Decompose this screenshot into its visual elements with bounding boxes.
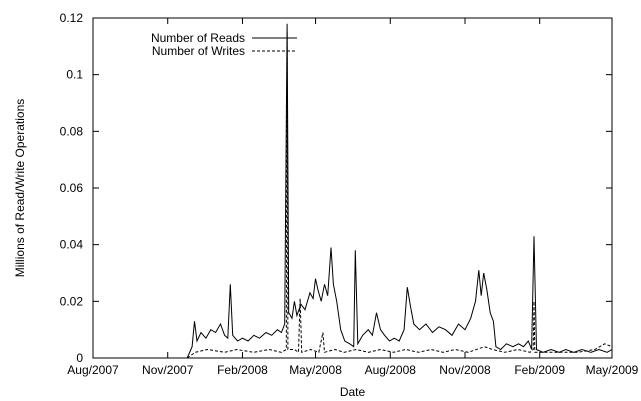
plot-frame (92, 17, 613, 359)
legend-label-reads: Number of Reads (151, 31, 245, 45)
x-tick-label: Aug/2008 (365, 363, 417, 377)
y-tick-label: 0 (76, 351, 83, 365)
y-tick-label: 0.1 (66, 68, 83, 82)
x-tick-label: May/2009 (586, 363, 639, 377)
x-axis-title: Date (340, 385, 366, 399)
x-tick-label: Aug/2007 (67, 363, 119, 377)
x-tick-labels: Aug/2007 Nov/2007 Feb/2008 May/2008 Aug/2008… (67, 363, 638, 377)
y-tick-label: 0.08 (60, 124, 84, 138)
y-tick-label: 0.06 (60, 181, 84, 195)
series-line-writes (186, 32, 613, 359)
x-tick-label: Feb/2009 (514, 363, 565, 377)
y-tick-label: 0.12 (60, 11, 84, 25)
x-tick-label: Feb/2008 (217, 363, 268, 377)
x-tick-label: May/2008 (289, 363, 342, 377)
series-layer (186, 23, 613, 359)
series-line-reads (186, 23, 613, 359)
x-tick-label: Nov/2007 (142, 363, 194, 377)
y-axis-title: Millions of Read/Write Operations (13, 99, 27, 278)
y-tick-label: 0.04 (60, 238, 84, 252)
y-tick-label: 0.02 (60, 294, 84, 308)
x-tick-label: Nov/2008 (439, 363, 491, 377)
legend-label-writes: Number of Writes (152, 44, 245, 58)
y-tick-labels: 0 0.02 0.04 0.06 0.08 0.1 0.12 (60, 11, 84, 365)
legend: Number of Reads Number of Writes (151, 31, 297, 58)
